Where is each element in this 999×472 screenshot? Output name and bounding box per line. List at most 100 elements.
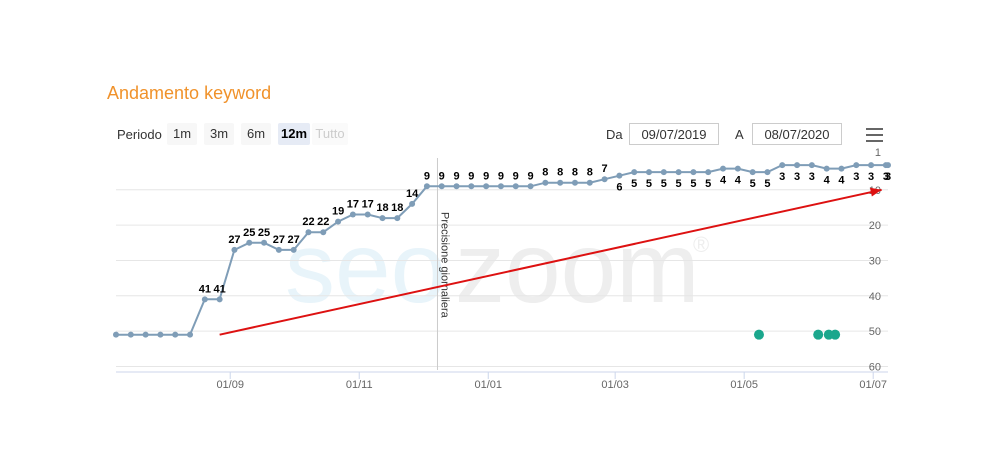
range-button-all[interactable]: Tutto bbox=[312, 123, 348, 145]
x-tick-label: 01/03 bbox=[601, 379, 629, 391]
data-point-marker bbox=[201, 296, 208, 303]
data-point-marker bbox=[172, 331, 179, 338]
data-label: 4 bbox=[838, 175, 845, 187]
data-point-marker bbox=[320, 229, 327, 236]
data-point-marker bbox=[885, 162, 891, 169]
y-tick-label: 50 bbox=[869, 326, 881, 338]
to-date-input[interactable]: 08/07/2020 bbox=[752, 123, 842, 145]
data-point-marker bbox=[142, 331, 149, 338]
range-button-12m[interactable]: 12m bbox=[278, 123, 310, 145]
data-point-marker bbox=[690, 169, 697, 176]
data-label: 8 bbox=[557, 167, 563, 179]
data-point-marker bbox=[542, 179, 549, 186]
data-label: 19 bbox=[332, 206, 344, 218]
data-point-marker bbox=[379, 215, 386, 222]
data-point-marker bbox=[779, 162, 786, 169]
watermark-text-seo: seo bbox=[285, 212, 446, 324]
data-point-marker bbox=[720, 165, 727, 172]
x-tick-label: 01/05 bbox=[730, 379, 758, 391]
data-label: 7 bbox=[602, 163, 608, 175]
data-point-marker bbox=[261, 239, 268, 246]
data-label: 27 bbox=[273, 234, 285, 246]
data-label: 6 bbox=[616, 182, 622, 194]
data-label: 25 bbox=[243, 227, 255, 239]
menu-bar-icon bbox=[866, 140, 883, 142]
x-tick-label: 01/11 bbox=[346, 379, 373, 391]
data-label: 22 bbox=[317, 216, 329, 228]
data-label: 41 bbox=[214, 283, 226, 295]
data-point-marker bbox=[453, 183, 460, 190]
x-tick-label: 01/09 bbox=[216, 379, 244, 391]
data-label: 18 bbox=[391, 202, 403, 214]
data-point-marker bbox=[157, 331, 164, 338]
data-point-marker bbox=[349, 211, 356, 218]
x-tick-label: 01/07 bbox=[859, 379, 887, 391]
data-label: 3 bbox=[794, 171, 800, 183]
data-label: 25 bbox=[258, 227, 270, 239]
data-point-marker bbox=[127, 331, 134, 338]
data-point-marker bbox=[335, 218, 342, 225]
plot-line: Precisione giornaliera bbox=[436, 158, 450, 370]
chart-title: Andamento keyword bbox=[107, 83, 272, 103]
data-point-marker bbox=[808, 162, 815, 169]
data-label: 14 bbox=[406, 188, 419, 200]
data-point-marker bbox=[113, 331, 119, 338]
data-point-marker bbox=[616, 172, 623, 179]
data-label: 18 bbox=[376, 202, 388, 214]
data-label: 8 bbox=[587, 167, 593, 179]
data-label: 5 bbox=[690, 178, 696, 190]
data-point-marker bbox=[853, 162, 860, 169]
data-label: 5 bbox=[764, 178, 770, 190]
data-point-marker bbox=[823, 165, 830, 172]
data-label: 5 bbox=[705, 178, 711, 190]
data-label: 9 bbox=[513, 170, 519, 182]
data-label: 27 bbox=[228, 234, 240, 246]
hamburger-menu-icon[interactable] bbox=[866, 128, 883, 142]
range-button-3m[interactable]: 3m bbox=[204, 123, 234, 145]
data-label: 17 bbox=[362, 199, 374, 211]
seozoom-watermark: seo zoom ® bbox=[285, 212, 709, 324]
from-date-label: Da bbox=[606, 127, 623, 142]
data-label: 9 bbox=[527, 170, 533, 182]
data-point-marker bbox=[275, 246, 282, 253]
watermark-registered-mark: ® bbox=[693, 232, 709, 257]
data-point-marker bbox=[734, 165, 741, 172]
range-button-1m[interactable]: 1m bbox=[167, 123, 197, 145]
data-label: 3 bbox=[853, 171, 859, 183]
from-date-input[interactable]: 09/07/2019 bbox=[629, 123, 719, 145]
data-label: 3 bbox=[868, 171, 874, 183]
data-label: 9 bbox=[483, 170, 489, 182]
data-point-marker bbox=[705, 169, 712, 176]
data-label: 5 bbox=[661, 178, 667, 190]
data-point-marker bbox=[645, 169, 652, 176]
menu-bar-icon bbox=[866, 128, 883, 130]
data-label: 4 bbox=[720, 175, 727, 187]
data-label: 8 bbox=[542, 167, 548, 179]
to-date-label: A bbox=[735, 127, 744, 142]
data-point-marker bbox=[601, 176, 608, 183]
data-point-marker bbox=[497, 183, 504, 190]
data-point-marker bbox=[749, 169, 756, 176]
range-button-6m[interactable]: 6m bbox=[241, 123, 271, 145]
y-tick-label: 20 bbox=[869, 220, 881, 232]
data-label: 9 bbox=[498, 170, 504, 182]
data-point-marker bbox=[438, 183, 445, 190]
data-label: 3 bbox=[885, 171, 891, 183]
data-point-marker bbox=[660, 169, 667, 176]
event-markers bbox=[753, 329, 841, 340]
data-point-marker bbox=[794, 162, 801, 169]
data-label: 8 bbox=[572, 167, 578, 179]
data-point-marker bbox=[423, 183, 430, 190]
data-label: 5 bbox=[676, 178, 682, 190]
data-point-marker bbox=[764, 169, 771, 176]
data-point-marker bbox=[468, 183, 475, 190]
data-label: 27 bbox=[288, 234, 300, 246]
data-point-marker bbox=[246, 239, 253, 246]
data-point-marker bbox=[631, 169, 638, 176]
data-point-marker bbox=[394, 215, 401, 222]
data-point-marker bbox=[557, 179, 564, 186]
data-label: 17 bbox=[347, 199, 359, 211]
data-label: 5 bbox=[750, 178, 756, 190]
data-point-marker bbox=[483, 183, 490, 190]
